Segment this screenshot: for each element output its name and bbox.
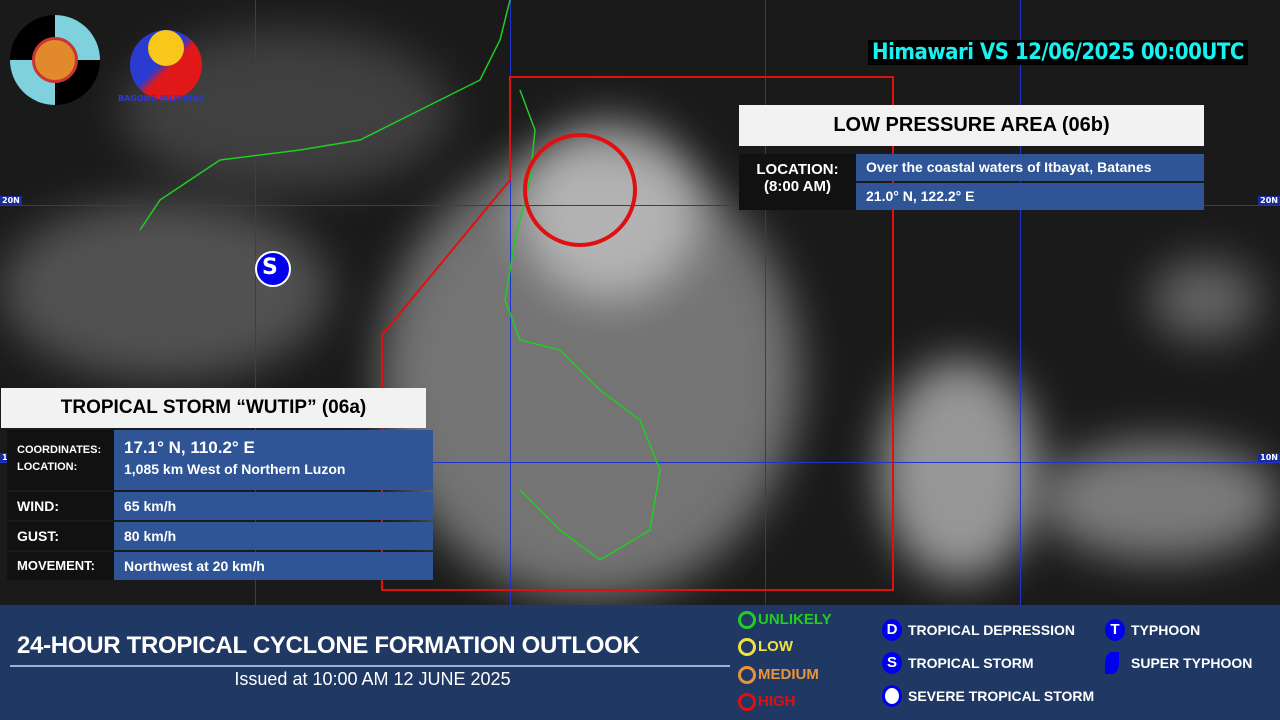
satellite-timestamp: Himawari VS 12/06/2025 00:00UTC [868, 40, 1248, 65]
super-typhoon-icon [1105, 652, 1119, 674]
legend-label: TROPICAL STORM [908, 655, 1034, 671]
red-circle-icon [738, 693, 756, 712]
legend-unlikely: UNLIKELY [738, 611, 832, 630]
tropical-storm-marker-label: S [262, 255, 278, 280]
storm-icon: S [882, 652, 902, 674]
legend-label: SUPER TYPHOON [1131, 655, 1253, 671]
location-label: LOCATION: [17, 461, 78, 473]
storm-coordinates: 17.1° N, 110.2° E [124, 438, 255, 457]
storm-title: TROPICAL STORM “WUTIP” (06a) [1, 388, 426, 428]
legend-label: UNLIKELY [758, 611, 832, 628]
typhoon-icon: T [1105, 619, 1125, 641]
legend-td: D TROPICAL DEPRESSION [882, 619, 1075, 641]
legend-label: TYPHOON [1131, 622, 1201, 638]
pagasa-logo [10, 15, 100, 105]
issued-time: Issued at 10:00 AM 12 JUNE 2025 [234, 669, 511, 689]
legend-sts: SEVERE TROPICAL STORM [882, 685, 1094, 707]
legend-high: HIGH [738, 693, 796, 712]
monitoring-domain [381, 76, 894, 591]
severe-storm-icon [882, 685, 902, 707]
lpa-high-likelihood-circle [523, 133, 637, 247]
map-overlay [139, 0, 894, 591]
green-circle-icon [738, 611, 756, 630]
lat-label-20n: 20N [0, 196, 22, 205]
lat-label-20n: 20N [1258, 196, 1280, 205]
lpa-location: Over the coastal waters of Itbayat, Bata… [856, 154, 1204, 181]
storm-gust: 80 km/h [114, 522, 433, 550]
legend-ts: S TROPICAL STORM [882, 652, 1034, 674]
yellow-circle-icon [738, 638, 756, 657]
storm-wind: 65 km/h [114, 492, 433, 520]
lpa-location-label-text: LOCATION: [756, 161, 839, 178]
tropical-storm-marker [255, 251, 291, 287]
legend-label: MEDIUM [758, 666, 819, 683]
lpa-time-label: (8:00 AM) [764, 178, 831, 195]
legend-label: TROPICAL DEPRESSION [908, 622, 1075, 638]
legend-super-typhoon: SUPER TYPHOON [1105, 652, 1252, 674]
wind-label: WIND: [7, 492, 114, 520]
legend-low: LOW [738, 638, 793, 657]
coastline [504, 89, 661, 561]
satellite-map: 20N 20N 10N 10N S [0, 0, 1280, 605]
legend-label: SEVERE TROPICAL STORM [908, 688, 1095, 704]
divider [10, 665, 730, 667]
bagong-pilipinas-logo: BAGONG PILIPINAS [118, 20, 208, 103]
storm-location: 1,085 km West of Northern Luzon [124, 461, 346, 477]
gust-label: GUST: [7, 522, 114, 550]
movement-label: MOVEMENT: [7, 552, 114, 580]
footer: 24-HOUR TROPICAL CYCLONE FORMATION OUTLO… [0, 605, 1280, 720]
footer-title: 24-HOUR TROPICAL CYCLONE FORMATION OUTLO… [17, 632, 640, 659]
lat-label-10n: 10N [1258, 453, 1280, 462]
logo-text: BAGONG PILIPINAS [118, 94, 205, 103]
depression-icon: D [882, 619, 902, 641]
orange-circle-icon [738, 666, 756, 685]
legend-label: LOW [758, 638, 793, 655]
legend-label: HIGH [758, 693, 796, 710]
legend-medium: MEDIUM [738, 666, 819, 685]
storm-coordinates-box: 17.1° N, 110.2° E 1,085 km West of Northe… [114, 430, 433, 490]
storm-movement: Northwest at 20 km/h [114, 552, 433, 580]
legend-typhoon: T TYPHOON [1105, 619, 1200, 641]
coastline [139, 0, 511, 231]
storm-coordinates-label: COORDINATES: LOCATION: [7, 430, 114, 490]
lpa-title: LOW PRESSURE AREA (06b) [739, 105, 1204, 146]
lpa-location-label: LOCATION: (8:00 AM) [739, 154, 856, 210]
lpa-coordinates: 21.0° N, 122.2° E [856, 183, 1204, 210]
coordinates-label: COORDINATES: [17, 444, 102, 456]
